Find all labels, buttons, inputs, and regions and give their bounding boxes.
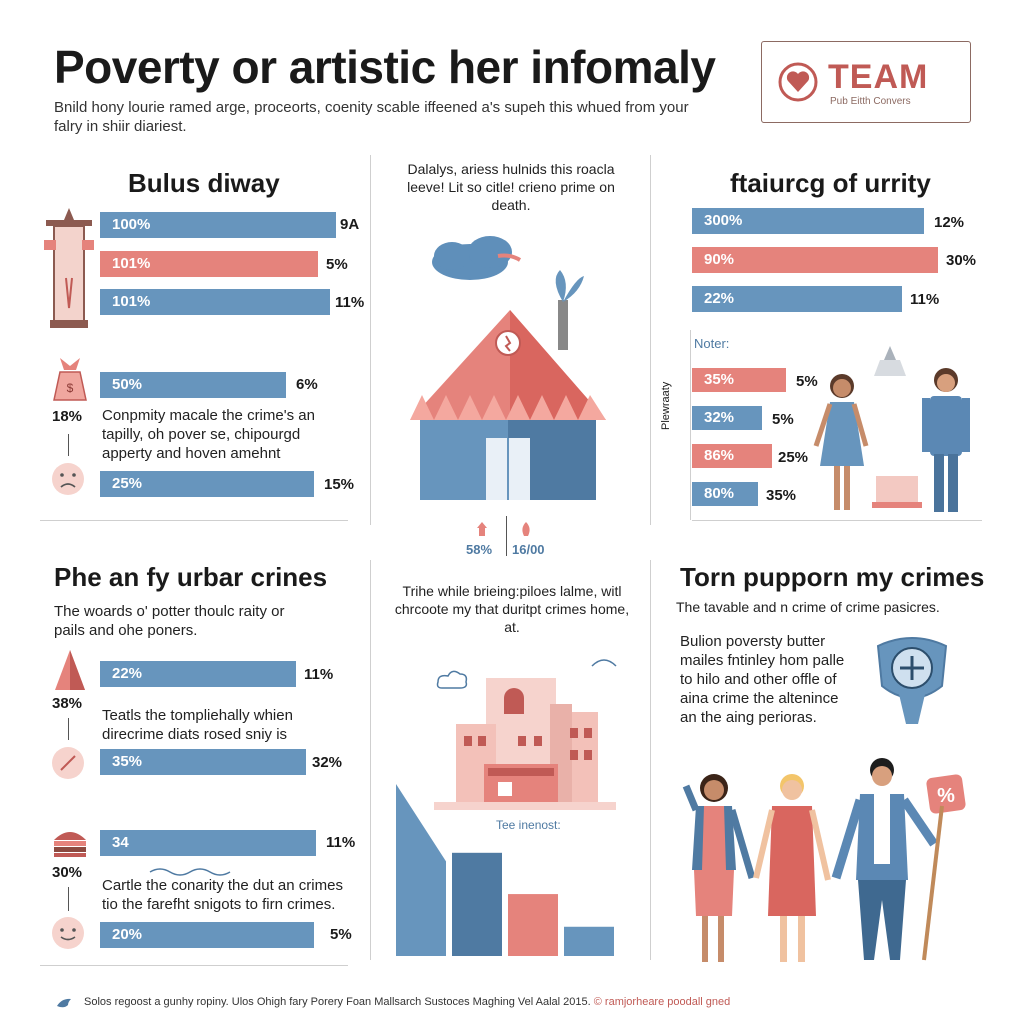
sign-symbol: % [937,785,955,807]
bar-5-value: 15% [324,476,355,493]
lb-bar-1-value: 11% [304,666,334,683]
wave-decoration [149,868,231,876]
lb-paragraph-2: Cartle the conarity the dut an crimes ti… [102,877,343,913]
center-divider [506,516,507,556]
center-top-text: Dalalys, ariess hulnids this roacla leev… [407,161,615,213]
lb-bar-1: 22% [100,661,296,687]
small-bar-3: 86% [692,444,772,468]
bar-5: 25% [100,471,314,497]
divider [370,155,371,525]
small-bar-2-value: 5% [772,411,794,428]
lb-side-2: 30% [52,864,83,881]
divider [690,330,691,520]
money-bag-icon: $ [53,358,87,401]
bar-2: 101% [100,251,318,277]
section-title-left-bottom: Phe an fy urbar crines [54,562,328,592]
bar-4-value: 6% [296,376,318,393]
heart-logo-icon [778,62,818,102]
lb-bar-3-value: 11% [326,834,356,851]
connector-line [68,718,69,740]
lb-bar-2: 35% [100,749,306,775]
decline-bar [564,926,614,956]
left-top-paragraph: Conpmity macale the crime's an tapilly, … [102,407,315,462]
team-logo: TEAM Pub Eitth Convers [761,41,971,123]
small-bar-2: 32% [692,406,762,430]
connector-line [68,887,69,911]
small-bar-4-value: 35% [766,487,797,504]
house-illustration [410,236,606,500]
small-bar-1-value: 5% [796,373,818,390]
center-stat-right: 16/00 [512,542,545,557]
small-bar-4: 80% [692,482,758,506]
divider [40,520,348,521]
connector-line [68,434,69,456]
page-title: Poverty or artistic her infomaly [54,41,716,93]
building-illustration [434,659,617,810]
lock-icon [477,522,487,536]
decline-chart [396,784,614,956]
lb-bar-4-value: 5% [330,926,352,943]
lb-bar-4: 20% [100,922,314,948]
section-title-right-bottom: Torn pupporn my crimes [680,562,985,592]
bird-icon [57,998,71,1008]
right-bottom-paragraph: Bulion poversty butter mailes fntinley h… [680,633,845,726]
divider [40,965,348,966]
sad-face-icon [52,463,84,495]
decline-bar [508,894,558,956]
lb-bar-3: 34 [100,830,316,856]
line-icon [52,747,84,779]
footer-accent: © ramjorheare poodall gned [593,996,731,1008]
svg-text:$: $ [67,381,74,395]
center-bottom-text: Trihe while brieing:piloes lalme, witl c… [394,583,630,635]
notes-label: Noter: [694,336,730,351]
shield-plus-icon [876,637,948,724]
section-title-left-top: Bulus diway [128,168,280,198]
right-bar-3: 22% [692,286,902,312]
left-bottom-intro: The woards o' potter thoulc raity or pai… [54,603,285,639]
lb-paragraph-1: Teatls the tompliehally whien direcrime … [102,707,293,743]
smile-face-icon [52,917,84,949]
flame-icon [522,522,530,536]
bar-2-value: 5% [326,256,348,273]
divider [650,560,651,960]
center-bottom-caption: Tee inenost: [496,818,561,832]
right-bar-2: 90% [692,247,938,273]
people-illustration: % [682,758,966,962]
bar-1: 100% [100,212,336,238]
footer: Solos regoost a gunhy ropiny. Ulos Ohigh… [84,996,730,1008]
pillar-icon [44,208,94,328]
small-bar-1: 35% [692,368,786,392]
right-bar-1-value: 12% [934,214,965,231]
section-title-right-top: ftaiurcg of urrity [730,168,931,198]
decline-bar [396,784,446,956]
decline-bar [452,852,502,956]
lb-bar-2-value: 32% [312,754,343,771]
couple-illustration [813,346,970,512]
divider [370,560,371,960]
logo-subtext: Pub Eitth Convers [830,96,911,107]
divider [650,155,651,525]
right-bar-1: 300% [692,208,924,234]
logo-word: TEAM [828,58,929,96]
footer-text: Solos regoost a gunhy ropiny. Ulos Ohigh… [84,996,591,1008]
right-bar-3-value: 11% [910,291,940,308]
bar-4: 50% [100,372,286,398]
bar-1-value: 9A [340,216,360,233]
page-subtitle: Bnild hony lourie ramed arge, proceorts,… [54,99,689,135]
figure-icon [55,650,85,690]
bar-3-value: 11% [335,294,365,311]
divider [692,520,982,521]
lb-side-1: 38% [52,695,83,712]
vertical-label: Plewraaty [660,381,672,430]
center-stat-left: 58% [466,542,493,557]
small-bar-3-value: 25% [778,449,809,466]
burger-icon [54,832,86,857]
right-bottom-intro: The tavable and n crime of crime pasicre… [676,599,940,615]
bar-3: 101% [100,289,330,315]
side-percent: 18% [52,408,83,425]
right-bar-2-value: 30% [946,252,977,269]
